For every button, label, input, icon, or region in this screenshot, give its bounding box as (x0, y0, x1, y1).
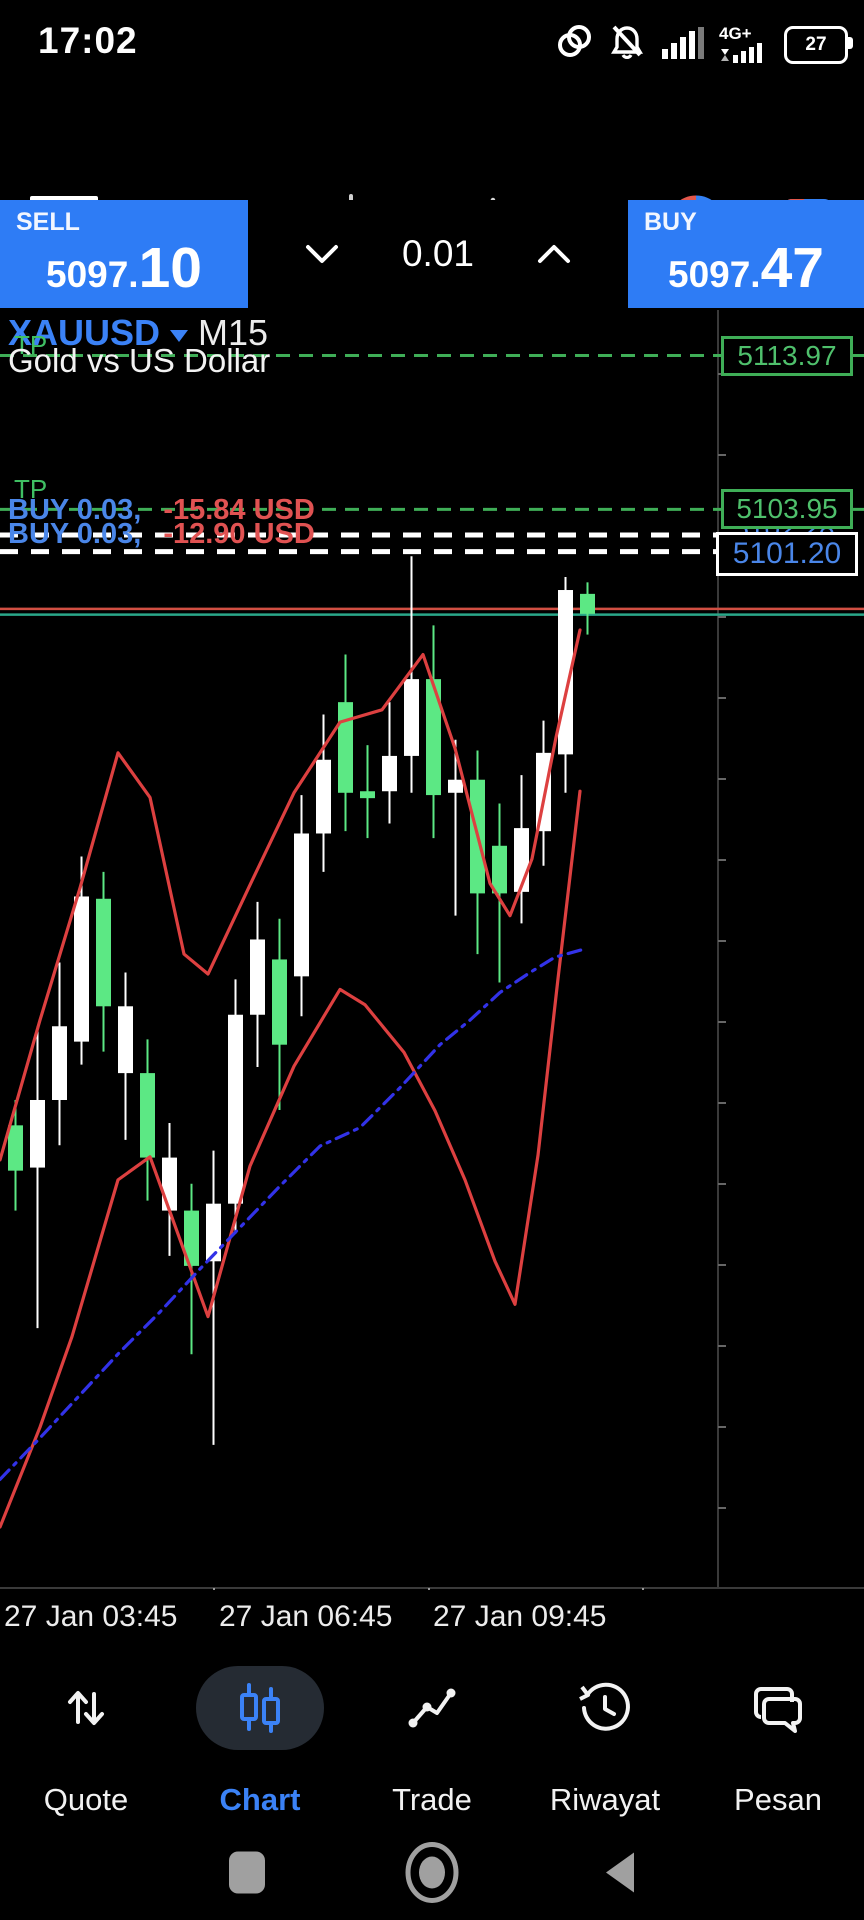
bottom-nav: Quote Chart Trade Riwayat Pesan (0, 1660, 864, 1830)
battery-icon: 27 (784, 25, 853, 64)
volume-increase-button[interactable] (526, 226, 582, 282)
back-icon[interactable] (600, 1849, 640, 1902)
nav-item-pesan[interactable]: Pesan (708, 1660, 848, 1818)
buy-button[interactable]: BUY 5097. 47 (628, 200, 864, 308)
nav-item-trade[interactable]: Trade (362, 1660, 502, 1818)
position-pnl: -15.84 USD (163, 494, 315, 526)
position-side-volume: BUY 0.03, (8, 518, 142, 550)
volume-decrease-button[interactable] (294, 226, 350, 282)
position-row: BUY 0.03, -12.90 USD (8, 518, 315, 551)
signal-bars-icon (660, 23, 706, 66)
symbol-dropdown-icon[interactable] (170, 330, 189, 342)
tp-label-2: TP (14, 474, 48, 504)
trend-line-icon (405, 1660, 459, 1756)
recent-apps-icon[interactable] (225, 1848, 269, 1903)
bell-muted-icon (607, 22, 647, 67)
volume-value[interactable]: 0.01 (401, 233, 474, 274)
position-row: BUY 0.03, -15.84 USD (8, 494, 315, 527)
volume-stepper: 0.01 (248, 200, 628, 308)
sell-button[interactable]: SELL 5097. 10 (0, 200, 248, 308)
price-label-tp2: 5103.95 (721, 489, 853, 529)
nav-label: Trade (392, 1782, 472, 1817)
active-tab-pill (196, 1666, 324, 1750)
nav-label: Chart (219, 1782, 301, 1817)
x-axis-label: 27 Jan 03:45 (4, 1600, 178, 1633)
x-axis-label: 27 Jan 09:45 (433, 1600, 607, 1633)
battery-percent: 27 (805, 33, 827, 55)
position-pnl: -12.90 USD (163, 518, 315, 550)
arrows-up-down-icon (60, 1660, 112, 1756)
quote-panel: SELL 5097. 10 0.01 BUY 5097. 47 (0, 200, 864, 308)
price-label-tp1: 5113.97 (721, 336, 853, 376)
buy-price: 5097. (668, 254, 761, 295)
status-bar: 17:02 4G+ 27 (0, 0, 864, 80)
sell-price-pips: 10 (138, 236, 202, 300)
data-saver-icon (554, 22, 594, 67)
buy-price-pips: 47 (760, 236, 824, 300)
home-icon[interactable] (402, 1841, 462, 1910)
network-type-label: 4G+ (719, 23, 752, 43)
x-axis-label: 27 Jan 06:45 (219, 1600, 393, 1633)
symbol-description: Gold vs US Dollar (8, 342, 271, 379)
history-clock-icon (578, 1660, 632, 1756)
position-side-volume: BUY 0.03, (8, 494, 142, 526)
tp-label-1: TP (14, 330, 48, 360)
buy-label: BUY (644, 208, 697, 236)
android-nav-bar (0, 1830, 864, 1920)
symbol-name[interactable]: XAUUSD (8, 312, 161, 353)
nav-label: Riwayat (549, 1782, 661, 1817)
nav-item-chart[interactable]: Chart (190, 1660, 330, 1818)
nav-label: Quote (43, 1782, 129, 1817)
nav-item-riwayat[interactable]: Riwayat (535, 1660, 675, 1818)
chart-area: XAUUSD M15 TP Gold vs US Dollar TP BUY 0… (0, 310, 864, 1633)
status-clock: 17:02 (38, 20, 138, 61)
sell-label: SELL (16, 208, 80, 236)
nav-label: Pesan (734, 1782, 822, 1817)
candlestick-icon (233, 1660, 287, 1756)
symbol-timeframe: M15 (198, 312, 269, 353)
signal-bars-2-icon: 4G+ (719, 23, 771, 63)
messages-icon (751, 1660, 805, 1756)
chart-toolbar: M15 (0, 80, 864, 253)
price-label-open: 5101.20 (716, 532, 858, 576)
nav-item-quote[interactable]: Quote (16, 1660, 156, 1818)
sell-price: 5097. (46, 254, 139, 295)
